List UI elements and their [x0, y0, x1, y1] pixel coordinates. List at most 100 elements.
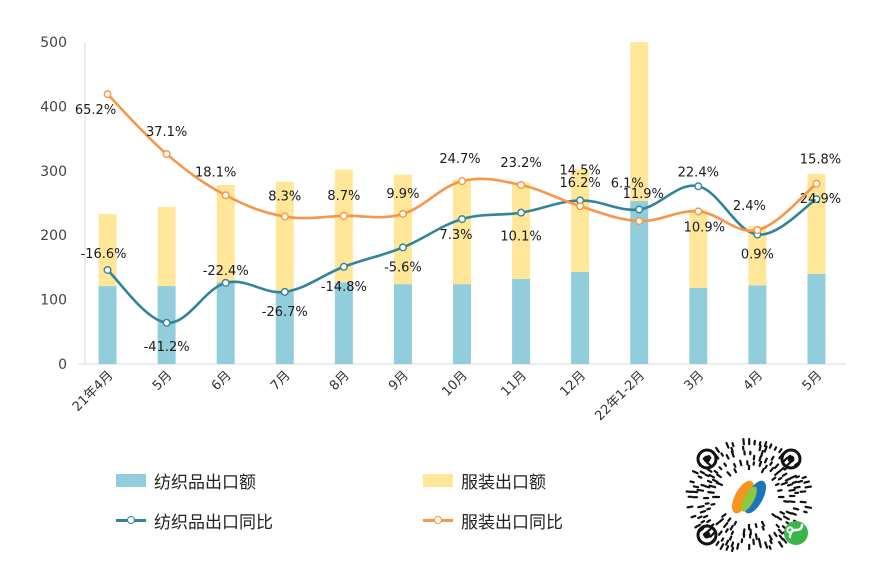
qr-dash [771, 513, 777, 518]
qr-dash [758, 455, 762, 462]
qr-dash [764, 464, 768, 470]
qr-finder-ring [696, 524, 718, 546]
point-line-apparel-yoy [280, 212, 289, 221]
bar-textile-export [453, 284, 471, 364]
qr-dash [704, 485, 711, 489]
bar-textile-export [689, 288, 708, 364]
legend-line-apparel [423, 514, 453, 527]
x-tick-label: 9月 [386, 368, 412, 394]
qr-dash [733, 520, 738, 526]
qr-finder-dot [787, 455, 795, 463]
data-label-line-textile-yoy: 7.3% [439, 228, 472, 243]
qr-dash [776, 515, 783, 521]
data-label-line-textile-yoy: -26.7% [262, 305, 308, 320]
qr-dash [715, 446, 720, 454]
qr-dash [760, 468, 765, 474]
data-label-line-apparel-yoy: 18.1% [195, 165, 236, 180]
qr-dash [773, 446, 778, 451]
point-line-apparel-yoy [694, 207, 703, 216]
qr-dash [769, 539, 773, 545]
bar-apparel-export [630, 42, 649, 202]
qr-dash [795, 475, 801, 479]
qr-dash [730, 546, 735, 553]
point-line-apparel-yoy [221, 191, 230, 200]
qr-dash [778, 448, 783, 454]
point-line-apparel-yoy [635, 217, 644, 226]
y-tick-label: 200 [40, 228, 67, 244]
bar-apparel-export [807, 174, 826, 274]
qr-dash [758, 441, 762, 447]
qr-dash [731, 442, 735, 448]
x-tick-label: 4月 [741, 368, 767, 394]
qr-dash [716, 473, 722, 479]
qr-dash [725, 539, 730, 546]
qr-dash [758, 542, 762, 549]
point-line-textile-yoy [458, 215, 467, 224]
qr-dash [725, 545, 730, 551]
data-label-line-apparel-yoy: 23.2% [500, 156, 541, 171]
qr-dash [768, 545, 772, 550]
data-label-line-textile-yoy: 14.5% [559, 163, 600, 178]
qr-dash [788, 488, 796, 492]
qr-dash [723, 462, 728, 467]
qr-dash [710, 502, 716, 506]
qr-dash [730, 530, 735, 536]
qr-dash [705, 461, 712, 467]
qr-dash [702, 514, 709, 519]
point-line-textile-yoy [221, 278, 230, 287]
data-label-line-apparel-yoy: 65.2% [75, 103, 116, 118]
legend-swatch-textile [116, 474, 146, 487]
qr-dash [770, 455, 775, 461]
point-line-textile-yoy [398, 243, 407, 252]
bar-apparel-export [512, 182, 531, 279]
qr-dash [760, 520, 766, 527]
qr-finder-ring [696, 448, 718, 470]
legend-line-textile [116, 514, 146, 527]
y-tick-label: 400 [40, 99, 67, 115]
qr-dash [774, 482, 780, 487]
qr-dash [713, 469, 719, 475]
point-line-textile-yoy [517, 208, 526, 217]
qr-dash [708, 473, 716, 479]
data-label-line-textile-yoy: 0.9% [741, 248, 774, 263]
qr-dash [706, 507, 712, 511]
qr-dash [724, 528, 729, 533]
bar-textile-export [512, 278, 531, 364]
x-tick-label: 21年4月 [70, 368, 117, 415]
bar-apparel-export [453, 179, 471, 285]
qr-dash [782, 515, 790, 521]
qr-dash [778, 466, 785, 473]
bar-textile-export [630, 201, 649, 364]
qr-dash [777, 476, 783, 481]
bar-textile-export [748, 285, 767, 364]
bar-apparel-export [275, 181, 294, 292]
qr-dash [707, 491, 715, 494]
qr-dash [782, 456, 789, 463]
bar-textile-export [807, 273, 826, 364]
point-line-apparel-yoy [458, 177, 467, 186]
x-tick-label: 5月 [800, 368, 826, 394]
qr-code-icon[interactable] [683, 433, 823, 561]
qr-dash [739, 459, 743, 467]
point-line-apparel-yoy [517, 180, 526, 189]
qr-dash [729, 524, 734, 531]
qr-dash [706, 479, 713, 484]
qr-dash [727, 517, 732, 522]
point-line-apparel-yoy [339, 211, 348, 220]
data-label-line-apparel-yoy: 15.8% [800, 153, 841, 168]
qr-dash [778, 534, 784, 541]
qr-dash [706, 519, 712, 524]
qr-dash [788, 500, 796, 504]
data-label-line-textile-yoy: 24.9% [800, 192, 841, 207]
qr-dash [700, 483, 706, 487]
qr-dash [726, 471, 732, 477]
point-line-textile-yoy [162, 318, 171, 327]
qr-finder-ring [780, 448, 802, 470]
qr-dash [721, 513, 727, 518]
qr-dash [768, 534, 773, 541]
qr-dash [709, 531, 716, 538]
qr-dash [700, 519, 706, 524]
point-line-apparel-yoy [103, 90, 112, 99]
qr-dash [706, 468, 713, 473]
qr-dash [736, 542, 740, 550]
